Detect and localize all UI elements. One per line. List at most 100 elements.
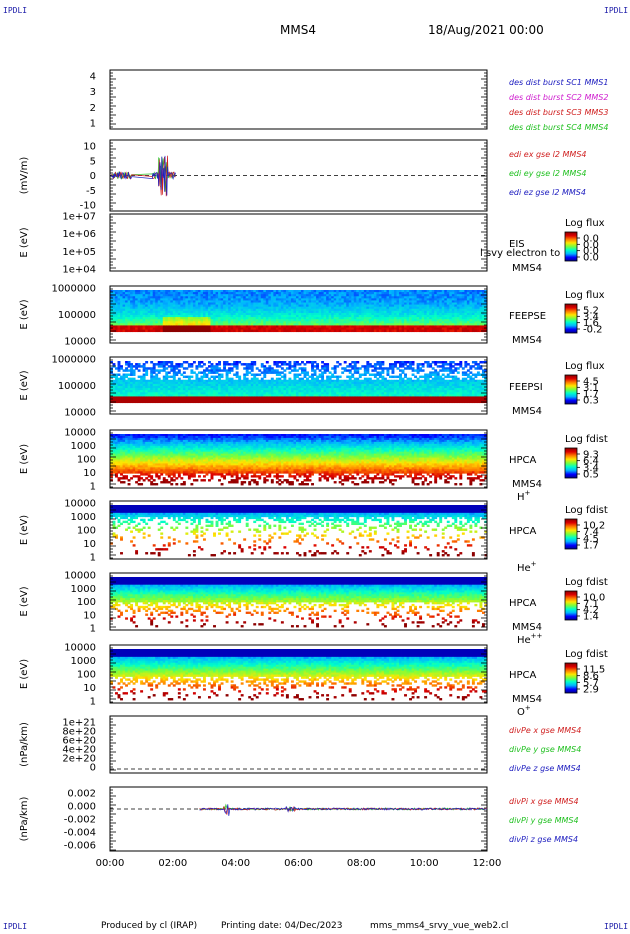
footer-produced-by: Produced by cl (IRAP) <box>101 921 197 931</box>
legend-divpe-1: divPe y gse MMS4 <box>509 745 581 754</box>
ytick-label-hpca_he: 10 <box>83 539 96 550</box>
legend-edi-2: edi ez gse l2 MMS4 <box>509 188 586 197</box>
ytick-label-edi: 10 <box>83 142 96 153</box>
species-hpca_h: H+ <box>517 489 531 503</box>
colorbar-hpca_o <box>564 662 578 694</box>
heatmap-hpca_o <box>110 649 488 701</box>
ytick-label-hpca_he: 1 <box>90 553 96 564</box>
ytick-label-hpca_he: 1000 <box>71 512 96 523</box>
ytick-label-hpca_he2: 10000 <box>64 571 96 582</box>
ytick-label-hpca_o: 1000 <box>71 656 96 667</box>
ytick-label-hpca_o: 100 <box>77 670 96 681</box>
series-edi <box>110 155 487 197</box>
ylabel-divpe: (nPa/km) <box>19 722 30 767</box>
ytick-label-hpca_he: 100 <box>77 526 96 537</box>
ytick-label-edi: -10 <box>80 201 96 212</box>
ytick-label-eis: 1e+05 <box>62 247 96 258</box>
colorbar-hpca_he <box>564 518 578 550</box>
ytick-label-hpca_h: 10 <box>83 468 96 479</box>
ytick-label-divpi: 0.000 <box>67 802 96 813</box>
colorbar-title-feepsi: Log flux <box>565 361 605 372</box>
instrument-hpca_o: HPCA <box>509 670 537 681</box>
legend-divpi-0: divPi x gse MMS4 <box>509 797 579 806</box>
heatmap-feepse <box>110 290 488 333</box>
overlay-eis: l svy electron to <box>480 248 560 259</box>
colorbar-tick-hpca_o: 2.9 <box>583 685 599 696</box>
heatmap-hpca_he <box>110 505 488 557</box>
colorbar-title-eis: Log flux <box>565 218 605 229</box>
divpi-line-1 <box>199 806 488 815</box>
ytick-label-feepse: 1000000 <box>51 284 96 295</box>
legend-divpe-0: divPe x gse MMS4 <box>509 726 581 735</box>
colorbar-title-hpca_he: Log fdist <box>565 505 608 516</box>
ytick-label-hpca_he2: 100 <box>77 597 96 608</box>
ylabel-feepse: E (eV) <box>19 299 30 329</box>
legend-burst-1: des dist burst SC2 MMS2 <box>509 93 608 102</box>
ytick-label-hpca_h: 1000 <box>71 441 96 452</box>
ytick-label-eis: 1e+07 <box>62 212 96 223</box>
ytick-label-eis: 1e+04 <box>62 265 96 276</box>
colorbar-title-hpca_o: Log fdist <box>565 649 608 660</box>
instrument-hpca_h: HPCA <box>509 455 537 466</box>
legend-edi-1: edi ey gse l2 MMS4 <box>509 169 587 178</box>
panel-feepsi: 1000000 100000 10000 E (eV) FEEPSI MMS4 Log fl… <box>19 355 605 419</box>
ytick-label-divpi: -0.004 <box>64 828 96 839</box>
x-tick-label: 00:00 <box>96 858 125 869</box>
ytick-label-hpca_h: 10000 <box>64 428 96 439</box>
legend-burst-3: des dist burst SC4 MMS4 <box>509 123 608 132</box>
ytick-label-divpi: -0.002 <box>64 815 96 826</box>
x-tick-label: 08:00 <box>347 858 376 869</box>
colorbar-title-feepse: Log flux <box>565 290 605 301</box>
sc-feepsi: MMS4 <box>512 406 542 417</box>
species-hpca_he: He+ <box>517 560 537 574</box>
burst-axis-ticks <box>110 72 487 128</box>
ytick-label-hpca_he2: 10 <box>83 610 96 621</box>
ytick-label-burst: 3 <box>90 87 96 98</box>
legend-burst-2: des dist burst SC3 MMS3 <box>509 108 608 117</box>
x-axis: 00:00 02:00 04:00 06:00 08:00 10:00 12:00 <box>96 858 502 869</box>
legend-divpi-2: divPi z gse MMS4 <box>509 835 578 844</box>
colorbar-title-hpca_h: Log fdist <box>565 434 608 445</box>
ytick-label-hpca_h: 1 <box>90 482 96 493</box>
ylabel-hpca_h: E (eV) <box>19 444 30 474</box>
panel-frame-divpe <box>109 715 488 774</box>
ytick-label-burst: 4 <box>90 72 96 83</box>
ylabel-edi: (mV/m) <box>19 157 30 195</box>
ylabel-hpca_he: E (eV) <box>19 515 30 545</box>
colorbar-tick-hpca_h: 0.5 <box>583 470 599 481</box>
panel-feepse: 1000000 100000 10000 E (eV) FEEPSE MMS4 Log fl… <box>19 284 605 348</box>
instrument-hpca_he2: HPCA <box>509 598 537 609</box>
heatmap-hpca_he2 <box>110 577 488 628</box>
panel-divpi: 0.002 0.000 -0.002 -0.004 -0.006 (nPa/km) divP… <box>19 786 579 852</box>
ytick-label-burst: 2 <box>90 103 96 114</box>
instrument-feepsi: FEEPSI <box>509 382 543 393</box>
divpe-axis-ticks <box>110 718 487 771</box>
colorbar-feepsi <box>564 374 578 405</box>
legend-edi-0: edi ex gse l2 MMS4 <box>509 150 587 159</box>
colorbar-hpca_h <box>564 447 578 479</box>
ytick-label-feepse: 100000 <box>58 310 96 321</box>
colorbar-tick-hpca_he: 1.7 <box>583 541 599 552</box>
species-hpca_he2: He++ <box>517 632 543 646</box>
ytick-label-feepsi: 10000 <box>64 408 96 419</box>
ytick-label-hpca_he: 10000 <box>64 499 96 510</box>
ytick-label-eis: 1e+06 <box>62 229 96 240</box>
colorbar-feepse <box>564 303 578 334</box>
colorbar-tick-feepsi: 0.3 <box>583 396 599 407</box>
sc-feepse: MMS4 <box>512 335 542 346</box>
instrument-hpca_he: HPCA <box>509 526 537 537</box>
ylabel-hpca_o: E (eV) <box>19 659 30 689</box>
footer-printing-date: Printing date: 04/Dec/2023 <box>221 921 343 931</box>
panel-frame-burst <box>109 69 488 130</box>
species-hpca_o: O+ <box>517 704 531 718</box>
eis-axis-ticks <box>110 216 487 269</box>
ytick-label-hpca_o: 10 <box>83 683 96 694</box>
ylabel-divpi: (nPa/km) <box>19 797 30 842</box>
colorbar-tick-hpca_he2: 1.4 <box>583 612 599 623</box>
panel-frame-eis <box>109 213 488 272</box>
heatmap-hpca_h <box>110 434 488 486</box>
